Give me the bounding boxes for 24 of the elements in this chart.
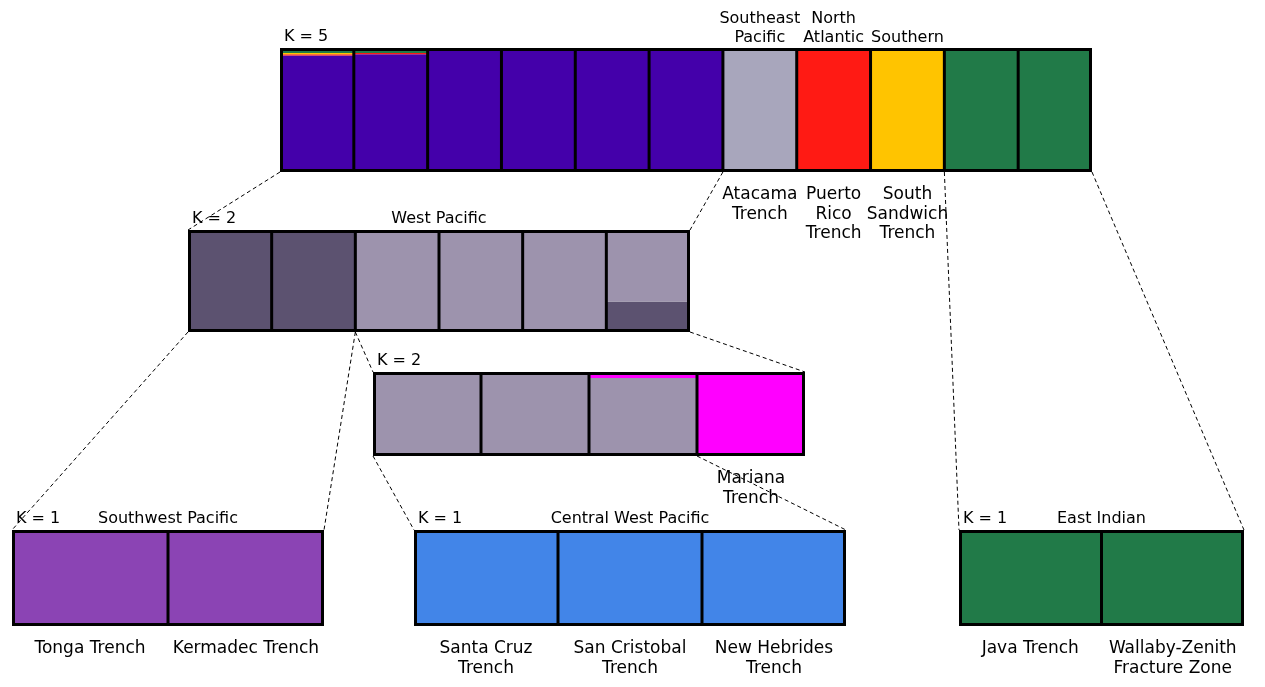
x-tick-label: Tonga Trench	[33, 637, 146, 658]
x-tick-label: Santa Cruz Trench	[439, 637, 533, 677]
text: North Atlantic	[803, 8, 865, 46]
chart-title: West Pacific	[391, 208, 487, 227]
chart-title: Southwest Pacific	[98, 508, 238, 527]
x-tick-label: Atacama Trench	[722, 183, 798, 223]
x-tick-label: New Hebrides Trench	[714, 637, 834, 677]
x-tick-label: South Sandwich Trench	[866, 183, 949, 243]
x-tick-label: San Cristobal Trench	[573, 637, 687, 677]
text: K = 1	[418, 508, 463, 527]
x-tick-label: Java Trench	[980, 637, 1079, 658]
chart-title: Central West Pacific	[550, 508, 710, 527]
x-tick-label: Mariana Trench	[716, 467, 786, 507]
text: K = 1	[16, 508, 61, 527]
text: K = 2	[377, 350, 422, 369]
x-tick-label: Puerto Rico Trench	[804, 183, 862, 243]
text: K = 1	[963, 508, 1008, 527]
chart-title: East Indian	[1056, 508, 1146, 527]
text: Southern	[871, 27, 944, 46]
x-tick-label: Wallaby-Zenith Fracture Zone	[1108, 637, 1237, 677]
text: K = 5	[284, 26, 329, 45]
x-tick-label: Kermadec Trench	[172, 637, 320, 658]
text: K = 2	[192, 208, 237, 227]
text: Southeast Pacific	[719, 8, 801, 46]
